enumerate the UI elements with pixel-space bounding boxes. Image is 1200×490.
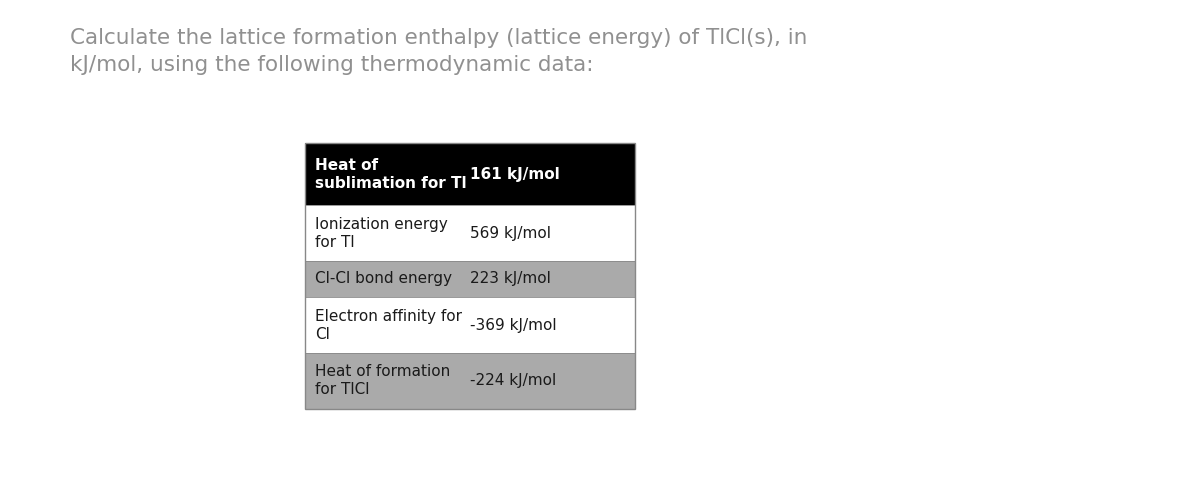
Text: -369 kJ/mol: -369 kJ/mol — [470, 318, 557, 333]
Text: 569 kJ/mol: 569 kJ/mol — [470, 225, 551, 241]
Text: Heat of
sublimation for Tl: Heat of sublimation for Tl — [314, 157, 467, 191]
Text: Ionization energy
for Tl: Ionization energy for Tl — [314, 217, 448, 249]
Text: -224 kJ/mol: -224 kJ/mol — [470, 373, 557, 389]
Text: Calculate the lattice formation enthalpy (lattice energy) of TlCl(s), in
kJ/mol,: Calculate the lattice formation enthalpy… — [70, 28, 808, 75]
Text: 161 kJ/mol: 161 kJ/mol — [470, 167, 559, 181]
Text: Cl-Cl bond energy: Cl-Cl bond energy — [314, 271, 452, 287]
Text: 223 kJ/mol: 223 kJ/mol — [470, 271, 551, 287]
Text: Heat of formation
for TlCl: Heat of formation for TlCl — [314, 365, 450, 397]
Text: Electron affinity for
Cl: Electron affinity for Cl — [314, 309, 462, 342]
